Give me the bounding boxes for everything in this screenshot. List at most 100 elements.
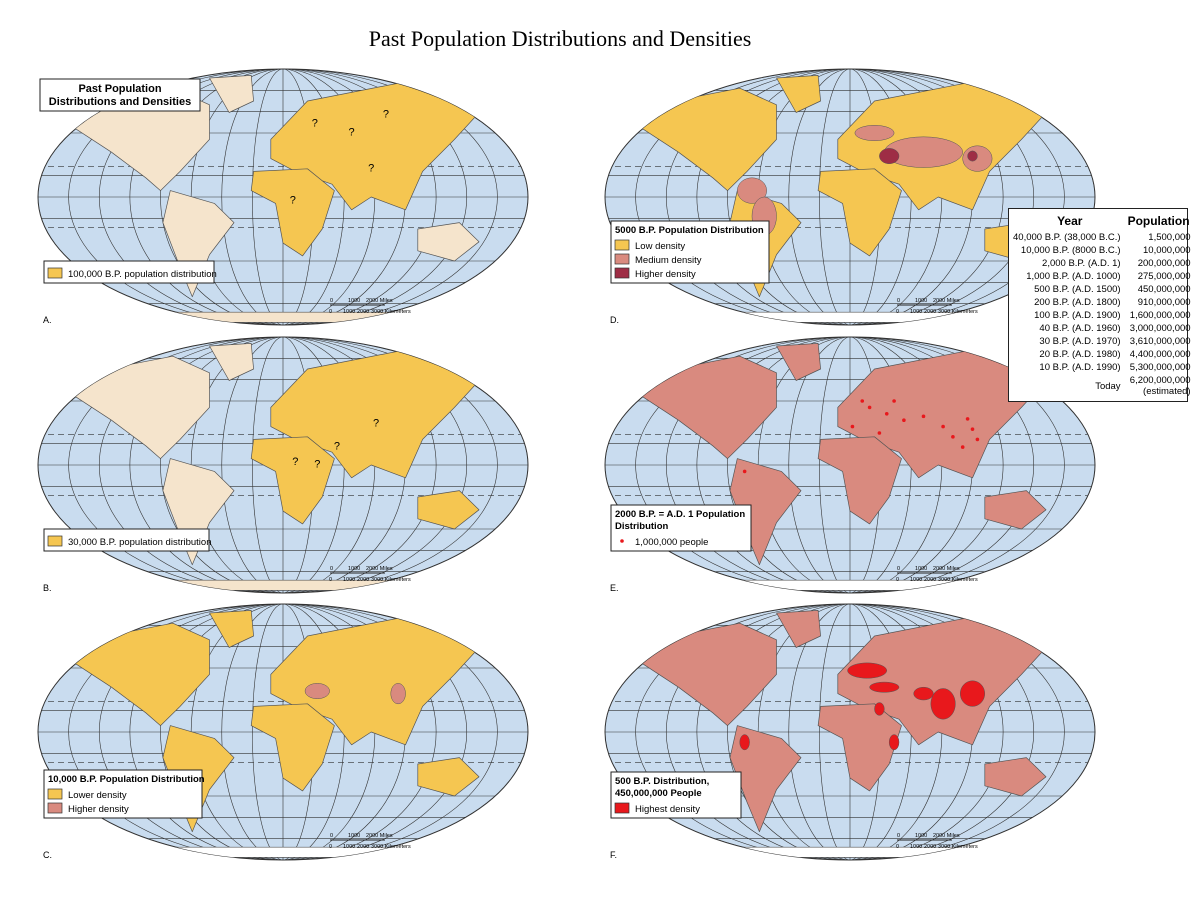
table-cell: 500 B.P. (A.D. 1500): [1034, 284, 1121, 295]
density-area: [962, 145, 993, 172]
question-mark: ?: [312, 118, 318, 130]
continent: [250, 703, 335, 792]
continent: [984, 490, 1047, 530]
population-dot: [877, 431, 882, 435]
map-heading: Distributions and Densities: [49, 96, 191, 108]
scale-label: 1000: [915, 833, 927, 839]
legend-label: Highest density: [635, 804, 700, 815]
table-cell: 10,000,000: [1127, 244, 1191, 257]
legend-label: 30,000 B.P. population distribution: [68, 537, 212, 548]
scale-label: 1000: [348, 298, 360, 304]
table-cell: 10 B.P. (A.D. 1990): [1039, 362, 1121, 373]
legend-label: Higher density: [68, 804, 129, 815]
table-row: 40,000 B.P. (38,000 B.C.) 1,500,000: [1013, 231, 1191, 244]
land: [71, 75, 485, 323]
scale-label: 0: [329, 309, 332, 315]
scale-label: 2000 Miles: [366, 833, 393, 839]
table-cell-line: 6,200,000,000: [1129, 375, 1191, 386]
continent: [71, 355, 210, 459]
scale-label: 3000 Kilometers: [938, 309, 978, 315]
scale-label: 1000: [910, 844, 922, 850]
legend-label: 1,000,000 people: [635, 537, 708, 548]
table-header: Year Population: [1013, 213, 1191, 231]
scale-label: 2000 Miles: [933, 298, 960, 304]
table-cell: 1,000 B.P. (A.D. 1000): [1026, 271, 1121, 282]
table-cell-line: 450,000,000: [1137, 284, 1191, 295]
population-dot: [902, 418, 906, 423]
continent: [776, 610, 821, 648]
question-mark: ?: [368, 162, 374, 174]
scale-label: 1000: [343, 577, 355, 583]
scale-label: 2000 Miles: [366, 566, 393, 572]
scale-label: 2000: [357, 309, 369, 315]
scale-label: 3000 Kilometers: [938, 577, 978, 583]
table-row: 200 B.P. (A.D. 1800) 910,000,000: [1013, 296, 1190, 309]
continent: [71, 622, 210, 726]
continent: [776, 75, 821, 113]
scale-label: 0: [329, 844, 332, 850]
table-row: 40 B.P. (A.D. 1960) 3,000,000,000: [1013, 322, 1191, 335]
continent: [817, 436, 902, 525]
table-cell-line: 200,000,000: [1137, 258, 1191, 269]
legend-box: [610, 220, 770, 284]
scale-label: 0: [896, 577, 899, 583]
legend-title: Distribution: [615, 521, 668, 532]
continent: [984, 757, 1047, 797]
table-row: 500 B.P. (A.D. 1500) 450,000,000: [1013, 283, 1191, 296]
map: ?? ?? 30,000 B.P. population distribution B…: [37, 336, 529, 594]
scale-label: 0: [330, 833, 333, 839]
table: Year Population 40,000 B.P. (38,000 B.C.) 1…: [1013, 213, 1191, 398]
continent: [776, 343, 821, 381]
density-area: [390, 683, 406, 705]
legend-swatch: [47, 802, 63, 814]
legend-title: 2000 B.P. = A.D. 1 Population: [615, 509, 745, 520]
heading-box: [39, 78, 201, 112]
scale-label: 1000: [343, 844, 355, 850]
scale-label: 0: [896, 844, 899, 850]
scale-label: 0: [329, 577, 332, 583]
table-cell: 275,000,000: [1127, 270, 1191, 283]
scale-label: 2000 Miles: [933, 566, 960, 572]
scale-label: 0: [897, 298, 900, 304]
population-dot: [960, 445, 965, 449]
population-dot: [975, 437, 980, 442]
scale-label: 2000 Miles: [366, 298, 393, 304]
legend-label: Lower density: [68, 790, 127, 801]
table-cell: 2,000 B.P. (A.D. 1): [1042, 258, 1121, 269]
continent: [209, 343, 254, 381]
population-dot: [965, 417, 970, 421]
legend-title: 500 B.P. Distribution,: [615, 776, 709, 787]
table-cell: 4,400,000,000: [1127, 348, 1191, 361]
continent: [638, 355, 777, 459]
table-cell-line: 3,610,000,000: [1129, 336, 1191, 347]
table-row: 20 B.P. (A.D. 1980) 4,400,000,000: [1013, 348, 1191, 361]
density-area: [967, 150, 978, 162]
table-cell-line: 10,000,000: [1143, 245, 1191, 256]
continent: [250, 168, 335, 257]
continent: [729, 725, 802, 833]
table-cell: 3,000,000,000: [1127, 322, 1191, 335]
scale-label: 3000 Kilometers: [371, 577, 411, 583]
land: [638, 610, 1052, 858]
map-letter: F.: [610, 850, 617, 860]
density-area: [888, 734, 900, 751]
scale-label: 1000: [910, 309, 922, 315]
population-dot: [951, 435, 955, 439]
density-area: [739, 734, 750, 751]
legend-dot: [620, 539, 624, 543]
density-area: [854, 125, 895, 141]
continent: [417, 490, 480, 530]
table-cell: 450,000,000: [1127, 283, 1191, 296]
map-heading: Past Population: [78, 83, 161, 95]
scale-label: 1000: [348, 566, 360, 572]
table-row: 2,000 B.P. (A.D. 1) 200,000,000: [1013, 257, 1191, 270]
scale-label: 1000: [343, 309, 355, 315]
density-area: [913, 686, 934, 701]
scale-label: 1000: [348, 833, 360, 839]
population-dot: [867, 405, 872, 410]
legend-swatch: [614, 267, 630, 279]
density-area: [304, 683, 330, 699]
table-header-cell: Population: [1127, 214, 1190, 228]
table-cell-line: 1,600,000,000: [1129, 310, 1191, 321]
